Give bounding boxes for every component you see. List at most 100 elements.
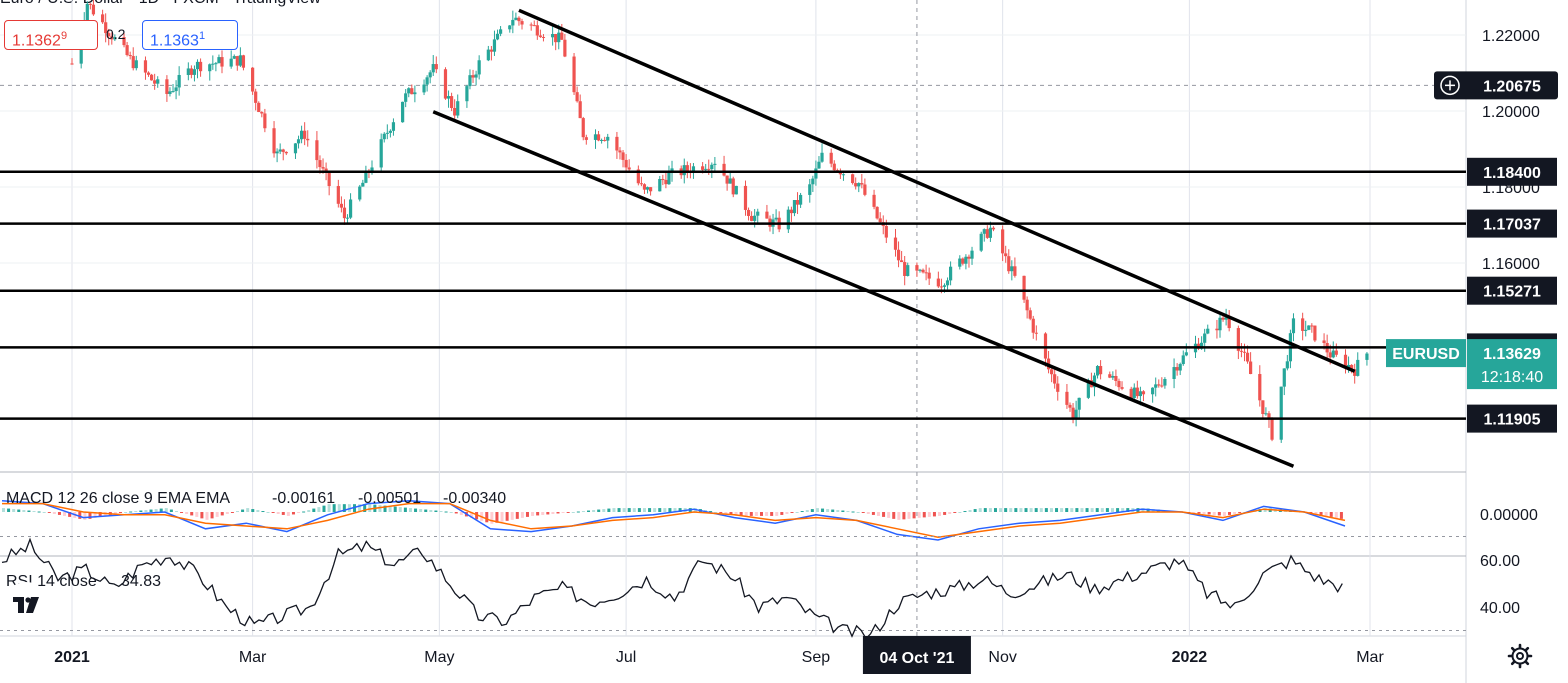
- macd-histogram-bar: [358, 504, 362, 512]
- candle-body: [303, 130, 307, 139]
- candle-body: [1353, 369, 1357, 376]
- candle-body: [1141, 391, 1146, 395]
- last-price-label: 1.13629: [1483, 346, 1541, 363]
- candle-body: [563, 39, 567, 57]
- macd-histogram-bar: [1090, 508, 1094, 512]
- candle-body: [1184, 352, 1188, 356]
- candle-body: [685, 165, 689, 171]
- macd-histogram-bar: [93, 512, 97, 518]
- crosshair-plus-icon[interactable]: [1440, 75, 1460, 96]
- candle-body: [284, 151, 288, 154]
- candle-body: [924, 272, 928, 274]
- candle-body: [1175, 367, 1179, 371]
- candle-body: [792, 200, 797, 214]
- macd-histogram-bar: [1065, 508, 1069, 512]
- macd-histogram-bar: [429, 510, 433, 512]
- candle-body: [1163, 378, 1167, 386]
- macd-histogram-bar: [42, 512, 46, 513]
- channel-line-upper[interactable]: [518, 8, 1356, 373]
- candle-body: [1279, 386, 1283, 440]
- macd-histogram-bar: [576, 511, 580, 513]
- macd-histogram-bar: [520, 512, 524, 518]
- macd-histogram-bar: [607, 508, 611, 512]
- macd-histogram-bar: [709, 511, 713, 513]
- macd-histogram-bar: [439, 511, 443, 513]
- candle-body: [606, 136, 610, 141]
- macd-histogram-bar: [1075, 508, 1079, 512]
- candle-body: [985, 229, 989, 238]
- macd-histogram-bar: [113, 512, 117, 514]
- candle-body: [495, 33, 500, 40]
- candle-body: [85, 3, 89, 21]
- candle-body: [811, 178, 815, 185]
- macd-histogram-bar: [403, 507, 407, 512]
- candle-body: [1007, 256, 1011, 272]
- price-level-tag: [1467, 157, 1557, 186]
- candle-body: [532, 25, 536, 27]
- candle-body: [1151, 387, 1155, 395]
- sell-price-button[interactable]: 1.13629: [4, 20, 98, 50]
- x-tick-label: Mar: [1356, 649, 1384, 666]
- macd-histogram-bar: [414, 508, 418, 512]
- price-level-label: 1.11905: [1484, 412, 1541, 429]
- candle-body: [667, 172, 671, 185]
- price-level-label: 1.15271: [1483, 284, 1541, 301]
- macd-title: MACD 12 26 close 9 EMA EMA: [6, 490, 230, 507]
- macd-histogram-bar: [388, 506, 392, 512]
- macd-histogram-bar: [739, 512, 743, 516]
- x-tick-label: Jul: [616, 649, 636, 666]
- macd-histogram-bar: [973, 509, 977, 512]
- macd-histogram-bar: [261, 511, 265, 513]
- macd-histogram-bar: [200, 512, 204, 519]
- candle-body: [906, 265, 910, 276]
- macd-histogram-bar: [190, 512, 194, 516]
- candle-body: [171, 91, 175, 93]
- price-level-label: 1.17037: [1483, 217, 1541, 234]
- candle-body: [1346, 364, 1351, 369]
- candle-body: [982, 229, 986, 234]
- candle-body: [217, 57, 221, 64]
- bar-countdown: 12:18:40: [1481, 369, 1543, 386]
- channel-line-lower[interactable]: [432, 110, 1295, 468]
- y-tick-label: 1.16000: [1482, 256, 1540, 273]
- candle-body: [789, 209, 794, 214]
- candle-body: [900, 260, 904, 263]
- tradingview-logo-icon[interactable]: [4, 582, 48, 626]
- macd-histogram-bar: [83, 512, 87, 520]
- candle-body: [1025, 299, 1029, 311]
- candle-body: [192, 69, 197, 75]
- macd-histogram-bar: [1233, 512, 1237, 514]
- macd-histogram-bar: [2, 508, 5, 512]
- macd-histogram-bar: [663, 508, 667, 512]
- candle-body: [658, 179, 662, 192]
- buy-price-button[interactable]: 1.13631: [142, 20, 238, 50]
- candle-body: [701, 166, 705, 170]
- macd-histogram-bar: [1049, 508, 1053, 512]
- macd-histogram-bar: [297, 512, 301, 513]
- candle-body: [627, 167, 631, 170]
- macd-histogram-bar: [159, 508, 163, 512]
- macd-histogram-bar: [195, 512, 199, 517]
- macd-histogram-bar: [37, 511, 41, 513]
- macd-histogram-bar: [1222, 512, 1226, 516]
- macd-histogram-value: -0.00161: [272, 490, 335, 507]
- macd-histogram-bar: [754, 512, 758, 516]
- price-level-label: 1.18400: [1483, 165, 1541, 182]
- macd-histogram-bar: [342, 504, 346, 512]
- x-tick-label: 2022: [1172, 649, 1208, 666]
- gear-icon[interactable]: [1506, 642, 1534, 670]
- candle-body: [104, 22, 108, 34]
- candle-body: [101, 14, 105, 23]
- macd-histogram-bar: [922, 512, 926, 518]
- macd-histogram-bar: [1329, 512, 1333, 517]
- candle-body: [1236, 328, 1240, 351]
- candle-body: [189, 68, 193, 75]
- macd-histogram-bar: [1116, 508, 1120, 512]
- macd-histogram-bar: [902, 512, 906, 520]
- macd-histogram-bar: [98, 512, 102, 517]
- candle-body: [1157, 384, 1161, 386]
- macd-histogram-bar: [968, 510, 972, 512]
- candle-body: [1261, 400, 1265, 415]
- macd-histogram-bar: [434, 510, 438, 512]
